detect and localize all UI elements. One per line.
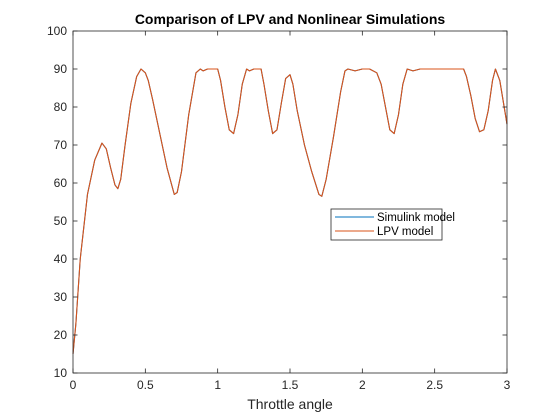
plot-area	[73, 31, 507, 373]
x-tick-label: 2	[359, 378, 366, 392]
x-tick-label: 0.5	[137, 378, 154, 392]
x-tick-label: 2.5	[426, 378, 443, 392]
legend-label-1: Simulink model	[377, 212, 455, 224]
y-tick-label: 90	[54, 62, 68, 76]
ticks-layer: 0 0.5 1 1.5 2 2.5 3 10 20 30 40 50 60 70 80 90 100	[47, 24, 511, 392]
y-tick-label: 20	[54, 328, 68, 342]
legend-label-2: LPV model	[377, 226, 433, 238]
y-tick-label: 30	[54, 290, 68, 304]
x-tick-label: 1.5	[282, 378, 299, 392]
y-tick-label: 60	[54, 176, 68, 190]
y-tick-label: 70	[54, 138, 68, 152]
x-tick-label: 3	[504, 378, 511, 392]
y-tick-label: 40	[54, 252, 68, 266]
legend: Simulink model LPV model	[330, 208, 455, 241]
series-line-2	[72, 68, 508, 355]
x-tick-label: 0	[70, 378, 77, 392]
x-tick-label: 1	[214, 378, 221, 392]
legend-box	[330, 208, 443, 241]
chart-title: Comparison of LPV and Nonlinear Simulati…	[135, 11, 446, 27]
x-axis-title: Throttle angle	[247, 396, 333, 412]
y-tick-label: 80	[54, 100, 68, 114]
y-tick-label: 50	[54, 214, 68, 228]
y-tick-label: 100	[47, 24, 67, 38]
series-layer	[72, 68, 508, 355]
y-tick-label: 10	[54, 366, 68, 380]
